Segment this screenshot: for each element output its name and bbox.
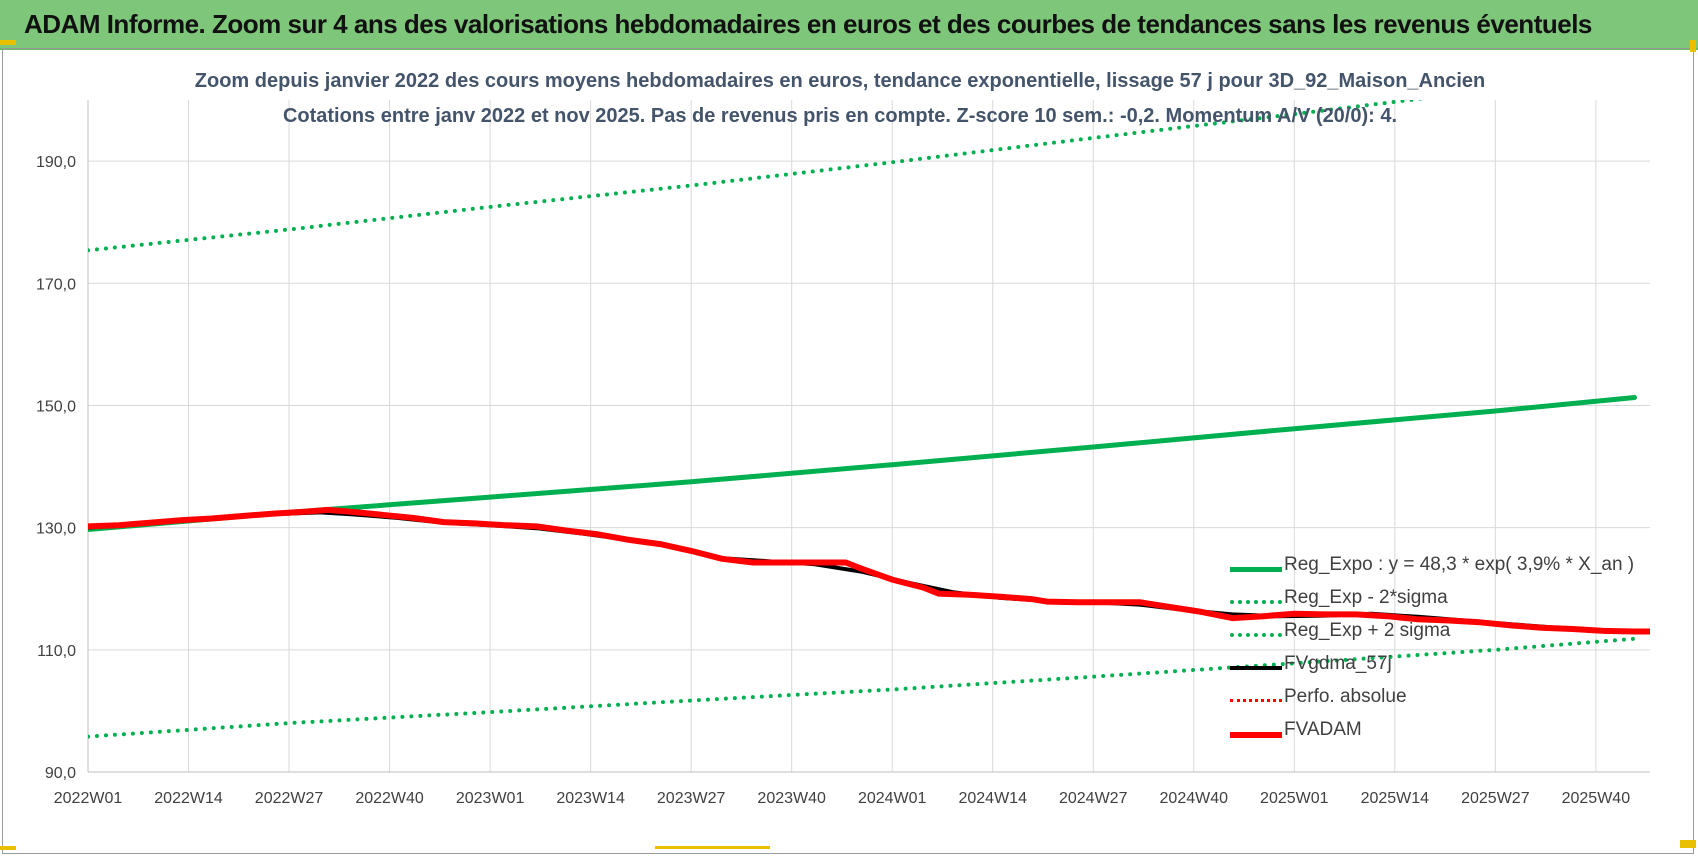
x-tick-label: 2024W14 <box>958 790 1027 807</box>
legend-swatch-fvgdma <box>1230 666 1282 670</box>
corner-mark-right <box>1690 40 1696 52</box>
x-tick-label: 2023W01 <box>456 790 525 807</box>
series-line-1 <box>88 636 1637 739</box>
legend-item: Reg_Exp + 2 sigma <box>1228 618 1658 651</box>
legend-label: Reg_Expo : y = 48,3 * exp( 3,9% * X_an ) <box>1284 554 1635 575</box>
legend-item: FVgdma_57j <box>1228 651 1658 684</box>
x-tick-label: 2022W14 <box>154 790 223 807</box>
series-line-2 <box>88 100 1427 253</box>
y-tick-label: 110,0 <box>37 643 76 660</box>
series-line-5 <box>88 506 1650 635</box>
y-tick-label: 170,0 <box>36 276 76 293</box>
legend-item: Perfo. absolue <box>1228 684 1658 717</box>
chart-frame <box>2 48 1694 854</box>
legend-swatch-reg-minus <box>1230 600 1282 604</box>
legend-swatch-perfo <box>1230 699 1282 702</box>
x-tick-label: 2023W40 <box>757 790 826 807</box>
y-tick-label: 130,0 <box>36 521 76 538</box>
corner-mark-left <box>0 40 16 45</box>
x-tick-label: 2025W27 <box>1461 790 1530 807</box>
legend-item: FVADAM <box>1228 717 1658 750</box>
y-tick-label: 190,0 <box>36 154 76 171</box>
report-title: ADAM Informe. Zoom sur 4 ans des valoris… <box>24 9 1592 39</box>
legend-item: Reg_Exp - 2*sigma <box>1228 585 1658 618</box>
chart-subtitle: Cotations entre janv 2022 et nov 2025. P… <box>282 105 1398 127</box>
x-tick-label: 2025W40 <box>1562 790 1631 807</box>
y-tick-label: 90,0 <box>45 765 76 782</box>
x-tick-label: 2023W27 <box>657 790 726 807</box>
corner-mark-bottom-right <box>1680 840 1696 848</box>
series-line-0 <box>88 395 1637 532</box>
x-tick-label: 2023W14 <box>556 790 625 807</box>
x-tick-label: 2024W27 <box>1059 790 1128 807</box>
legend-swatch-reg-plus <box>1230 633 1282 637</box>
header-banner: ADAM Informe. Zoom sur 4 ans des valoris… <box>0 0 1698 50</box>
legend-label: FVgdma_57j <box>1284 653 1392 674</box>
x-tick-label: 2022W01 <box>54 790 123 807</box>
x-tick-label: 2022W40 <box>355 790 424 807</box>
legend-swatch-reg-expo <box>1230 567 1282 572</box>
chart-title: Zoom depuis janvier 2022 des cours moyen… <box>194 70 1486 92</box>
legend-label: Reg_Exp + 2 sigma <box>1284 620 1451 641</box>
corner-mark-bottom-left <box>0 846 16 850</box>
legend-item: Reg_Expo : y = 48,3 * exp( 3,9% * X_an ) <box>1228 552 1658 585</box>
legend-label: FVADAM <box>1284 719 1362 740</box>
legend-label: Reg_Exp - 2*sigma <box>1284 587 1448 608</box>
x-tick-label: 2022W27 <box>255 790 324 807</box>
legend-swatch-fvadam <box>1230 732 1282 738</box>
x-tick-label: 2024W01 <box>858 790 927 807</box>
legend-label: Perfo. absolue <box>1284 686 1407 707</box>
x-tick-label: 2024W40 <box>1160 790 1229 807</box>
corner-mark-bottom-mid <box>655 846 770 849</box>
x-tick-label: 2025W14 <box>1361 790 1430 807</box>
x-tick-label: 2025W01 <box>1260 790 1329 807</box>
y-tick-label: 150,0 <box>36 398 76 415</box>
chart-legend: Reg_Expo : y = 48,3 * exp( 3,9% * X_an )… <box>1228 552 1658 750</box>
